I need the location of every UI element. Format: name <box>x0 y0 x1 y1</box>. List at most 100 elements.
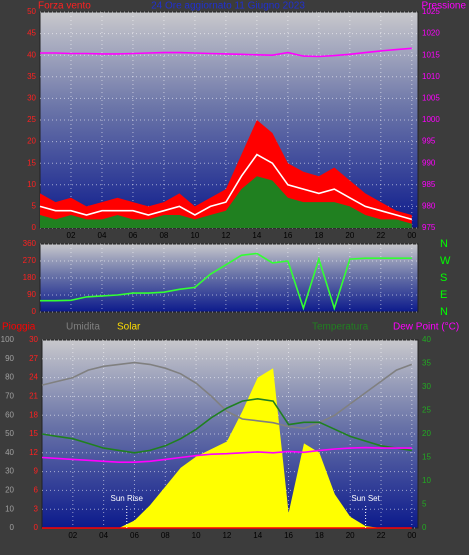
y-tick-label: 50 <box>5 429 14 438</box>
y2-tick-label: 975 <box>422 223 436 232</box>
x-tick-label: 16 <box>284 531 293 540</box>
y-tick-label: 10 <box>27 180 36 189</box>
x-tick-label: 20 <box>346 531 355 540</box>
y2-axis-label: Pressione <box>422 1 467 12</box>
y3-tick-label: 0 <box>34 523 39 532</box>
y3-tick-label: 9 <box>34 467 39 476</box>
y2-tick-label: 5 <box>422 500 427 509</box>
line <box>39 153 413 221</box>
y2-tick-label: S <box>440 272 447 284</box>
x-tick-label: 10 <box>192 531 201 540</box>
x-tick-label: 14 <box>252 231 261 240</box>
x-tick-label: 06 <box>128 231 137 240</box>
x-tick-label: 14 <box>253 531 262 540</box>
line <box>41 361 413 430</box>
x-tick-label: 22 <box>376 231 385 240</box>
x-tick-label: 02 <box>67 231 76 240</box>
y-tick-label: 35 <box>27 72 36 81</box>
y2-tick-label: 25 <box>422 406 431 415</box>
y-tick-label: 5 <box>32 202 37 211</box>
y2-tick-label: 995 <box>422 137 436 146</box>
y-tick-label: 40 <box>27 50 36 59</box>
y-tick-label: 70 <box>5 392 14 401</box>
x-tick-label: 18 <box>315 531 324 540</box>
y2-tick-label: 0 <box>422 523 427 532</box>
y-tick-label: 60 <box>5 410 14 419</box>
y-tick-label: 100 <box>1 335 15 344</box>
y3-tick-label: 12 <box>29 448 38 457</box>
y-tick-label: 25 <box>27 115 36 124</box>
y-tick-label: 0 <box>32 223 37 232</box>
x-tick-label: 18 <box>314 231 323 240</box>
x-tick-label: 00 <box>407 231 416 240</box>
y-tick-label: 40 <box>5 448 14 457</box>
area <box>40 176 412 228</box>
y-tick-label: 30 <box>27 94 36 103</box>
x-tick-label: 04 <box>98 231 107 240</box>
legend-label: Pioggia <box>2 322 36 333</box>
y2-tick-label: 35 <box>422 359 431 368</box>
x-tick-label: 08 <box>161 531 170 540</box>
x-tick-label: 06 <box>130 531 139 540</box>
line <box>41 397 412 454</box>
y-tick-label: 360 <box>23 239 37 248</box>
y2-tick-label: 1005 <box>422 94 440 103</box>
legend-label: Temperatura <box>312 322 369 333</box>
y2-tick-label: 980 <box>422 202 436 211</box>
y3-tick-label: 24 <box>29 373 38 382</box>
x-tick-label: 22 <box>377 531 386 540</box>
y-tick-label: 30 <box>5 467 14 476</box>
y2-tick-label: 15 <box>422 453 431 462</box>
y2-tick-label: 20 <box>422 429 431 438</box>
x-tick-label: 08 <box>159 231 168 240</box>
chart-title: 24 Ore aggiornato 11 Giugno 2023 <box>151 1 305 12</box>
y2-tick-label: 1000 <box>422 115 440 124</box>
y-tick-label: 45 <box>27 29 36 38</box>
y3-tick-label: 6 <box>34 486 39 495</box>
y-tick-label: 10 <box>5 504 14 513</box>
y-tick-label: 80 <box>5 373 14 382</box>
y3-tick-label: 21 <box>29 392 38 401</box>
line <box>41 446 412 463</box>
y2-tick-label: 985 <box>422 180 436 189</box>
y2-tick-label: 30 <box>422 382 431 391</box>
y-tick-label: 20 <box>5 486 14 495</box>
plot-area <box>39 243 419 313</box>
y2-tick-label: 990 <box>422 158 436 167</box>
y2-tick-label: N <box>440 238 448 250</box>
x-tick-label: 12 <box>222 531 231 540</box>
x-tick-label: 04 <box>99 531 108 540</box>
line <box>40 252 412 311</box>
y-tick-label: 180 <box>23 273 37 282</box>
y-tick-label: 0 <box>10 523 15 532</box>
x-tick-label: 20 <box>345 231 354 240</box>
annotation: Sun Rise <box>111 494 144 503</box>
line <box>40 47 412 58</box>
legend-label: Solar <box>117 322 141 333</box>
y2-tick-label: 10 <box>422 476 431 485</box>
y2-tick-label: E <box>440 289 447 301</box>
y-tick-label: 90 <box>5 354 14 363</box>
area <box>40 120 412 228</box>
x-tick-label: 02 <box>68 531 77 540</box>
x-tick-label: 10 <box>190 231 199 240</box>
annotation: Sun Set <box>351 494 380 503</box>
y2-tick-label: N <box>440 306 448 318</box>
y-tick-label: 90 <box>27 290 36 299</box>
x-tick-label: 16 <box>283 231 292 240</box>
y-tick-label: 0 <box>32 307 37 316</box>
y-tick-label: 50 <box>27 7 36 16</box>
legend-label: Umidita <box>66 322 100 333</box>
y3-tick-label: 27 <box>29 354 38 363</box>
legend-label: Dew Point (°C) <box>393 322 459 333</box>
y3-tick-label: 18 <box>29 410 38 419</box>
y2-tick-label: W <box>440 255 451 267</box>
area <box>42 368 412 528</box>
y3-tick-label: 30 <box>29 335 38 344</box>
y2-tick-label: 1015 <box>422 50 440 59</box>
x-tick-label: 00 <box>407 531 416 540</box>
y2-tick-label: 1025 <box>422 7 440 16</box>
y-axis-label: Forza vento <box>38 1 91 12</box>
